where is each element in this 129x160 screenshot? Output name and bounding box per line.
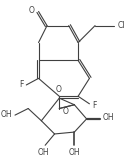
Text: OH: OH	[1, 110, 12, 119]
Text: F: F	[19, 80, 23, 89]
Text: Cl: Cl	[118, 21, 125, 30]
Text: OH: OH	[37, 148, 49, 157]
Text: O: O	[55, 85, 61, 94]
Text: F: F	[92, 101, 97, 110]
Text: O: O	[29, 6, 35, 15]
Text: O: O	[63, 107, 69, 116]
Text: OH: OH	[68, 148, 80, 157]
Text: OH: OH	[103, 113, 114, 122]
